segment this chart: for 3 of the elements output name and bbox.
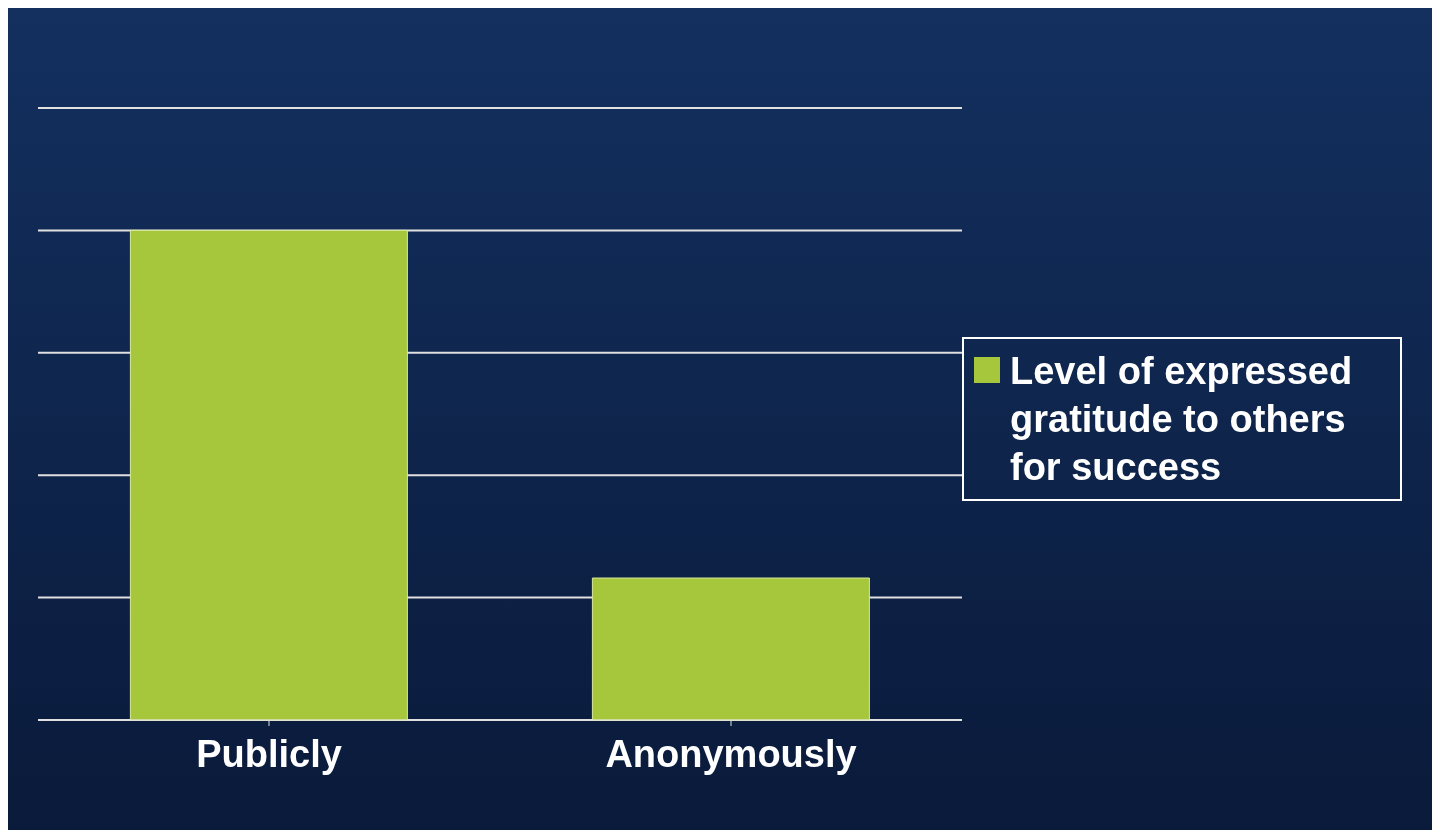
text: Level of expressed gratitude to others for success [1010,349,1354,490]
x-tick-label: Anonymously [605,732,857,775]
x-tick-label: Publicly [196,732,342,775]
